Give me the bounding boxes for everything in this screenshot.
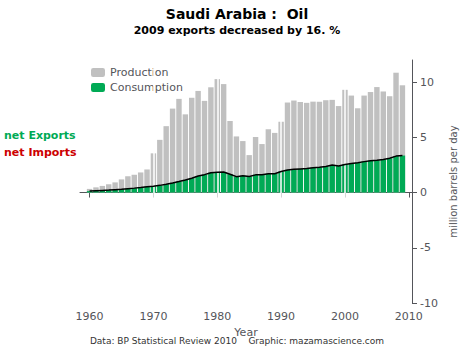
svg-text:Data: BP Statistical Review 20: Data: BP Statistical Review 2010 Graphic… <box>89 335 385 346</box>
svg-text:2009 exports decreased by 16.: 2009 exports decreased by 16. % <box>134 24 341 37</box>
svg-text:million barrels per day: million barrels per day <box>448 125 459 237</box>
svg-text:2010: 2010 <box>395 310 423 323</box>
svg-text:net Exports: net Exports <box>4 129 76 142</box>
svg-text:10: 10 <box>420 76 434 89</box>
svg-text:Saudi Arabia : Oil: Saudi Arabia : Oil <box>166 6 308 22</box>
svg-text:net Imports: net Imports <box>4 146 77 159</box>
svg-text:1980: 1980 <box>203 310 231 323</box>
svg-text:Year: Year <box>233 326 258 339</box>
svg-text:-10: -10 <box>420 297 438 310</box>
svg-text:5: 5 <box>420 131 427 144</box>
svg-text:Consumption: Consumption <box>110 81 183 94</box>
svg-text:1990: 1990 <box>267 310 295 323</box>
svg-text:-5: -5 <box>420 241 431 254</box>
svg-text:1960: 1960 <box>76 310 104 323</box>
svg-text:2000: 2000 <box>331 310 359 323</box>
svg-text:1970: 1970 <box>139 310 167 323</box>
svg-text:0: 0 <box>420 186 427 199</box>
svg-text:Production: Production <box>110 66 169 79</box>
